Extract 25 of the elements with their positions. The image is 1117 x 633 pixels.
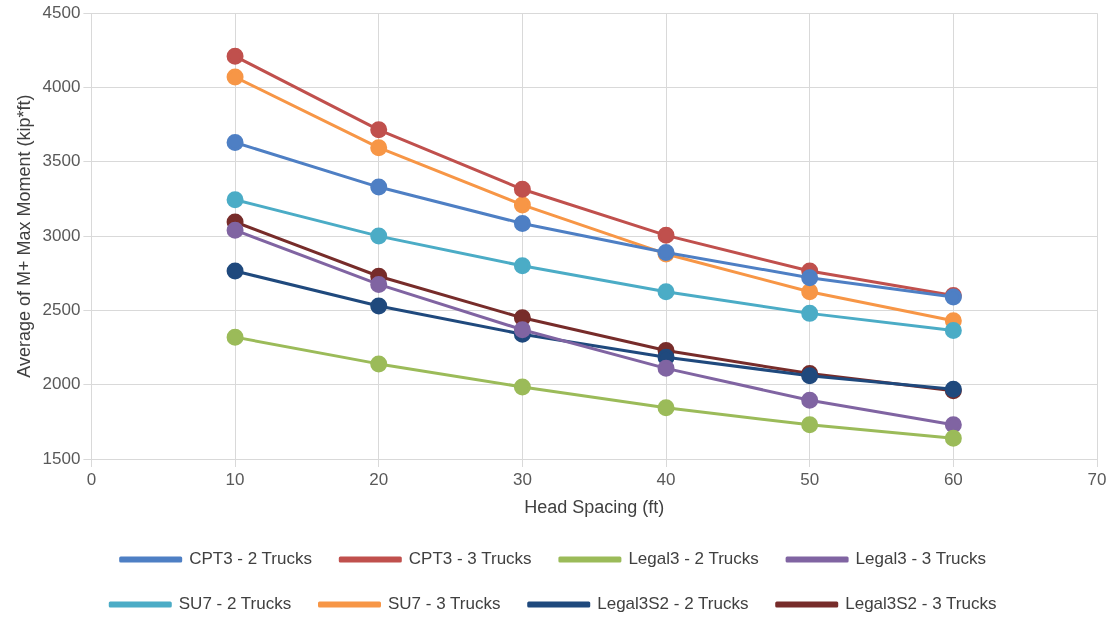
y-tick-label: 4500 [42,2,81,22]
y-tick-label: 4000 [42,77,81,97]
legend-label: Legal3S2 - 2 Trucks [597,594,749,614]
legend-label: SU7 - 2 Trucks [178,594,292,614]
legend-label: CPT3 - 3 Trucks [408,549,532,569]
legend-label: Legal3 - 2 Trucks [628,549,759,569]
y-tick-label: 3500 [42,151,81,171]
x-tick-label: 50 [800,469,820,489]
x-tick-label: 20 [369,469,389,489]
legend-label: Legal3 - 3 Trucks [855,549,987,569]
x-tick-label: 0 [86,469,97,489]
x-tick-label: 60 [943,469,963,489]
y-tick-label: 2000 [42,374,81,394]
x-axis-title: Head Spacing (ft) [524,497,665,518]
legend-label: SU7 - 3 Trucks [388,594,501,614]
y-axis-title: Average of M+ Max Moment (kip*ft) [13,94,34,378]
y-tick-label: 1500 [42,448,81,468]
y-tick-label: 3000 [42,225,81,245]
x-tick-label: 10 [225,469,245,489]
x-tick-label: 30 [512,469,532,489]
y-tick-label: 2500 [42,300,81,320]
legend-label: Legal3S2 - 3 Trucks [845,594,997,614]
x-tick-label: 40 [656,469,676,489]
legend-label: CPT3 - 2 Trucks [189,549,312,569]
x-tick-label: 70 [1087,469,1107,489]
